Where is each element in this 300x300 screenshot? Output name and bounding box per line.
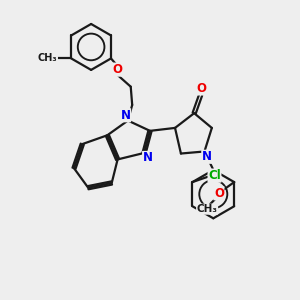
Text: O: O bbox=[214, 187, 224, 200]
Text: O: O bbox=[112, 63, 122, 76]
Text: N: N bbox=[142, 152, 153, 164]
Text: O: O bbox=[197, 82, 207, 95]
Text: CH₃: CH₃ bbox=[38, 53, 58, 63]
Text: N: N bbox=[121, 109, 130, 122]
Text: N: N bbox=[202, 150, 212, 163]
Text: CH₃: CH₃ bbox=[196, 204, 218, 214]
Text: Cl: Cl bbox=[208, 169, 221, 182]
